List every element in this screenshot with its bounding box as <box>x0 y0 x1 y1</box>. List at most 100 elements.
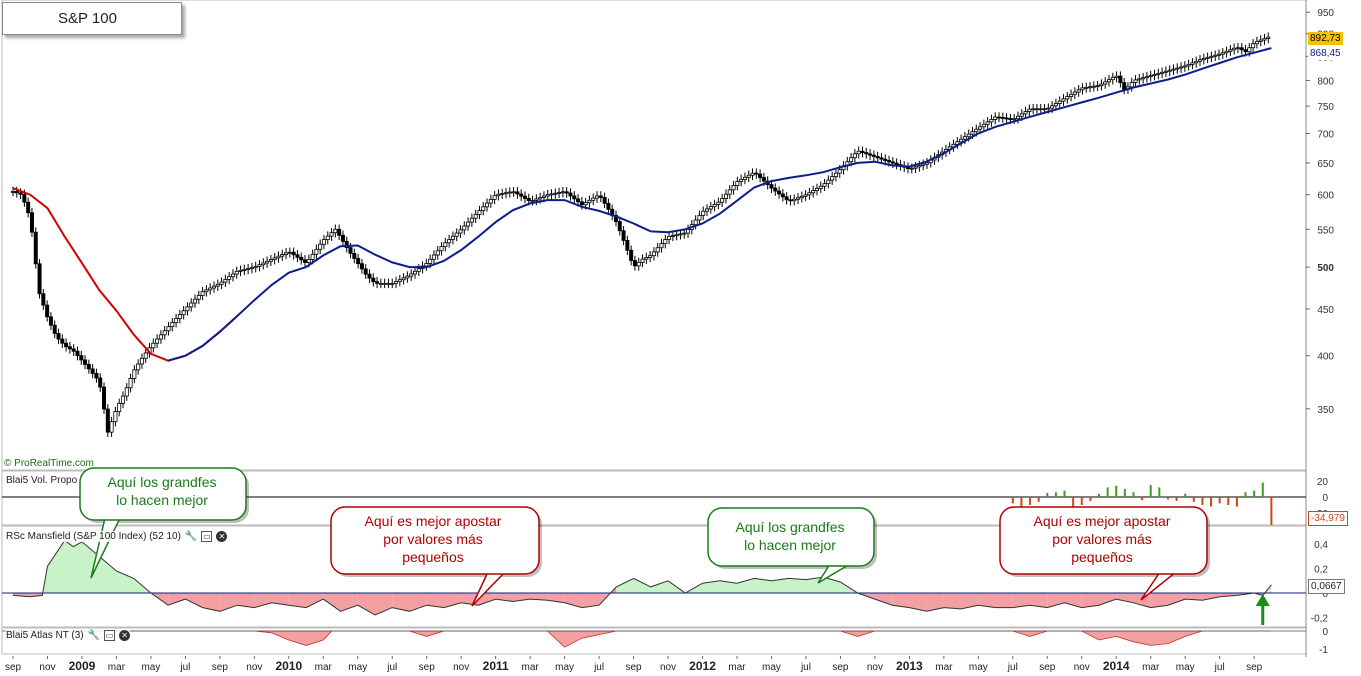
volume-bar <box>1175 497 1178 501</box>
candle-body <box>974 128 979 133</box>
candle-body <box>321 239 326 245</box>
candle-body <box>37 263 42 295</box>
candle-body <box>1023 111 1028 115</box>
candle-body <box>966 133 971 138</box>
candle-body <box>234 270 239 275</box>
candle-body <box>568 192 573 197</box>
candle-body <box>253 266 258 269</box>
candle-body <box>962 136 967 140</box>
candle-body <box>632 260 637 267</box>
candle-body <box>109 421 114 433</box>
candle-body <box>811 190 816 194</box>
candle-body <box>45 304 50 318</box>
candle-body <box>1069 93 1074 97</box>
candle-body <box>606 202 611 210</box>
x-tick-label: mar <box>522 662 540 673</box>
candle-body <box>879 157 884 160</box>
callout-1-text: Aquí los grandfes lo hacen mejor <box>107 474 217 508</box>
callout-4-text: Aquí es mejor apostar por valores más pequ… <box>1033 513 1171 565</box>
candle-body <box>1243 49 1248 53</box>
volume-bar <box>1123 489 1126 497</box>
chart-title: S&P 100 <box>58 10 117 27</box>
candle-body <box>1266 36 1271 39</box>
x-tick-label: may <box>762 662 781 673</box>
candle-body <box>306 259 311 263</box>
candle-body <box>731 185 736 191</box>
mansfield-area <box>30 593 43 597</box>
candle-body <box>295 254 300 258</box>
candle-body <box>530 200 535 202</box>
candle-body <box>227 276 232 280</box>
volume-bar <box>1063 490 1066 497</box>
price-tick-label: 600 <box>1317 191 1334 202</box>
volume-bar <box>1218 497 1221 504</box>
volume-bar <box>1106 487 1109 497</box>
candle-body <box>1179 66 1184 69</box>
candle-body <box>663 239 668 245</box>
volume-bar <box>1098 493 1100 497</box>
candle-body <box>246 268 251 270</box>
candle-body <box>359 263 364 270</box>
candle-body <box>200 291 205 296</box>
close-icon[interactable]: ✕ <box>119 630 131 641</box>
x-tick-label: sep <box>1246 662 1263 673</box>
candle-body <box>325 235 330 241</box>
price-tick-label: 650 <box>1317 159 1334 170</box>
candle-body <box>758 173 763 178</box>
candle-body <box>1216 53 1221 56</box>
candle-body <box>128 378 133 389</box>
mansfield-area <box>1099 593 1117 606</box>
candle-body <box>416 268 421 272</box>
candle-body <box>280 254 285 257</box>
atlas-tick-label: 0 <box>1322 627 1328 638</box>
candle-body <box>329 232 334 237</box>
close-icon[interactable]: ✕ <box>216 531 228 542</box>
candle-body <box>447 239 452 244</box>
candle-body <box>98 377 103 388</box>
candle-body <box>1050 105 1055 109</box>
mansfield-area <box>271 593 289 606</box>
mansfield-tick-label: 0,2 <box>1314 565 1328 576</box>
volume-bar <box>1132 492 1135 497</box>
candle-body <box>655 247 660 253</box>
x-tick-label: jul <box>593 662 604 673</box>
candle-body <box>1254 41 1259 45</box>
candle-body <box>1114 75 1119 78</box>
candle-body <box>894 162 899 165</box>
volume-tick-label: 0 <box>1322 493 1328 504</box>
candle-body <box>265 260 270 264</box>
window-icon[interactable]: ▭ <box>201 531 213 542</box>
candle-body <box>492 195 497 200</box>
candle-body <box>667 235 672 240</box>
volume-bar <box>1072 497 1075 507</box>
candle-body <box>837 169 842 174</box>
callout-1-bubble <box>79 467 247 521</box>
candle-body <box>397 279 402 282</box>
candle-body <box>1213 54 1218 57</box>
candle-body <box>102 386 107 410</box>
candle-body <box>1012 118 1017 121</box>
window-icon[interactable]: ▭ <box>104 630 116 641</box>
candle-body <box>921 163 926 166</box>
candle-body <box>522 195 527 199</box>
mansfield-area <box>650 580 669 593</box>
candle-body <box>428 258 433 264</box>
candle-body <box>185 306 190 312</box>
wrench-icon[interactable]: 🔧 <box>184 531 198 542</box>
x-tick-label: 2011 <box>483 659 509 673</box>
price-tick-label: 450 <box>1317 305 1334 316</box>
candle-body <box>1038 108 1043 111</box>
candle-body <box>534 198 539 201</box>
candle-body <box>553 192 558 195</box>
candle-body <box>978 126 983 130</box>
candle-body <box>959 138 964 143</box>
candle-body <box>401 277 406 281</box>
candle-body <box>849 157 854 163</box>
x-tick-label: jul <box>386 662 397 673</box>
candle-body <box>56 332 61 340</box>
volume-value-tag: -34,979 <box>1308 511 1348 526</box>
wrench-icon[interactable]: 🔧 <box>87 630 101 641</box>
candle-body <box>545 194 550 197</box>
atlas-tick-label: -1 <box>1319 645 1328 656</box>
